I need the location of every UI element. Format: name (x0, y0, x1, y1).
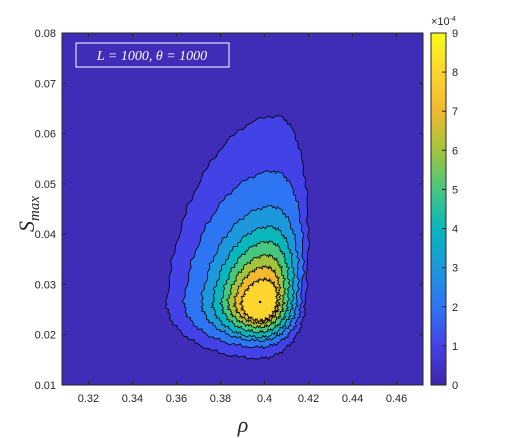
colorbar-tick-label: 1 (452, 341, 458, 353)
x-tick-label: 0.32 (78, 393, 99, 405)
colorbar-tick-label: 6 (452, 145, 458, 157)
x-tick-label: 0.4 (257, 393, 272, 405)
annotation-box: L = 1000, θ = 1000 (75, 42, 230, 68)
x-axis-ticks: 0.32 0.34 0.36 0.38 0.4 0.42 0.44 0.46 (78, 33, 407, 405)
x-tick-label: 0.42 (298, 393, 319, 405)
colorbar-exponent-base: ×10 (431, 16, 450, 28)
y-tick-label: 0.07 (35, 78, 56, 90)
colorbar-exponent-power: -4 (450, 16, 456, 23)
x-tick-label: 0.46 (386, 393, 407, 405)
y-tick-label: 0.05 (35, 179, 56, 191)
y-axis-label-main: S (14, 221, 39, 232)
annotation-frame (75, 42, 230, 68)
y-tick-label: 0.01 (35, 380, 56, 392)
colorbar-tick-label: 7 (452, 106, 458, 118)
y-tick-label: 0.02 (35, 330, 56, 342)
colorbar-tick-label: 4 (452, 224, 458, 236)
colorbar-exponent: ×10-4 (431, 16, 456, 28)
x-tick-label: 0.36 (166, 393, 187, 405)
y-axis-label-subscript: max (27, 196, 43, 221)
y-tick-label: 0.08 (35, 28, 56, 40)
colorbar-ticks: 0 1 2 3 4 5 6 7 8 9 (442, 28, 458, 392)
x-tick-label: 0.38 (210, 393, 231, 405)
colorbar (430, 32, 447, 386)
plot-frame (61, 32, 424, 386)
contour-layer (164, 115, 311, 360)
x-tick-label: 0.44 (342, 393, 363, 405)
y-tick-label: 0.04 (35, 229, 56, 241)
y-tick-label: 0.03 (35, 279, 56, 291)
peak-marker (258, 300, 262, 304)
colorbar-tick-label: 2 (452, 302, 458, 314)
x-axis-label: ρ (237, 412, 249, 437)
colorbar-tick-label: 0 (452, 380, 458, 392)
y-tick-label: 0.06 (35, 129, 56, 141)
y-axis-ticks: 0.01 0.02 0.03 0.04 0.05 0.06 0.07 0.08 (35, 28, 423, 392)
colorbar-tick-label: 3 (452, 263, 458, 275)
annotation-text: L = 1000, θ = 1000 (96, 49, 207, 64)
y-axis-label: Smax (14, 196, 43, 232)
colorbar-tick-label: 9 (452, 28, 458, 40)
colorbar-tick-label: 8 (452, 67, 458, 79)
colorbar-tick-label: 5 (452, 184, 458, 196)
contour-level-8 (238, 276, 280, 323)
x-tick-label: 0.34 (122, 393, 143, 405)
